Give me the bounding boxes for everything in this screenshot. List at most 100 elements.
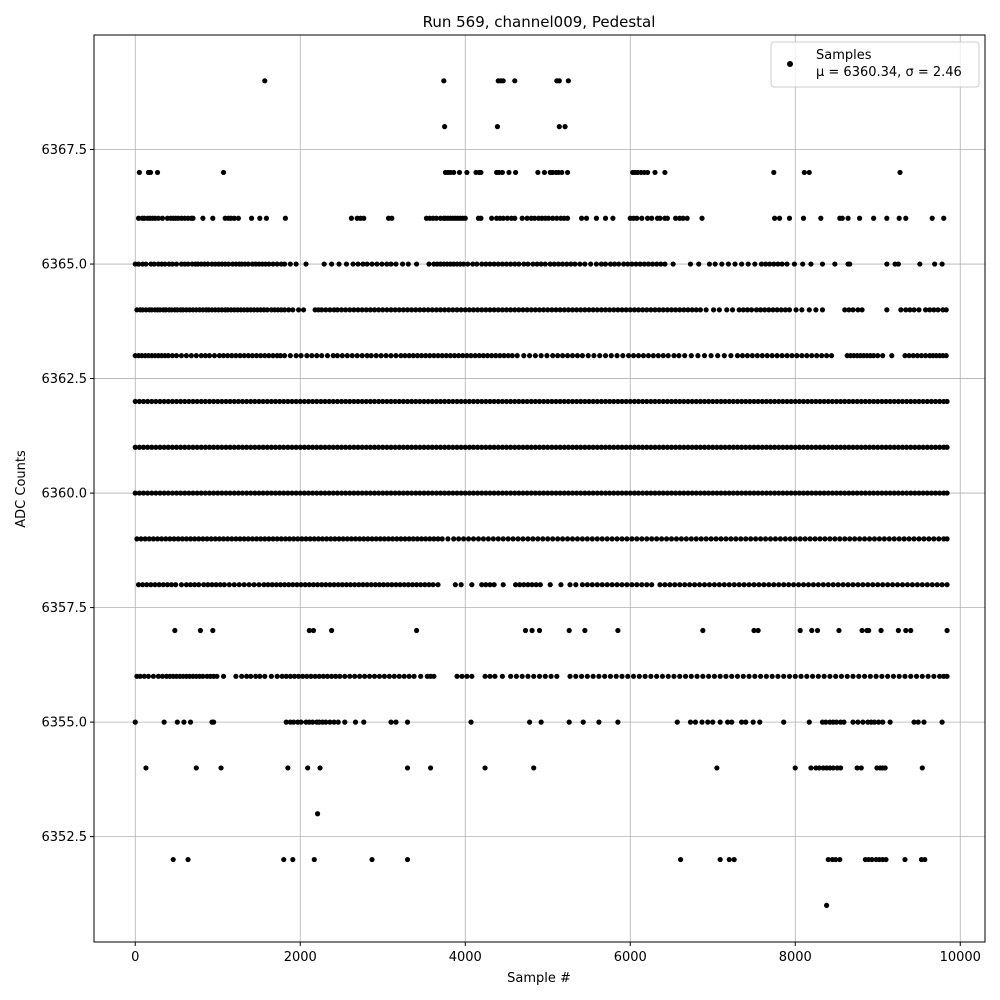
data-point (183, 536, 189, 542)
data-point (813, 444, 819, 450)
data-point (809, 398, 815, 405)
y-axis-label: ADC Counts (14, 450, 29, 528)
data-point (805, 582, 812, 588)
data-point (509, 353, 515, 359)
data-point (200, 536, 206, 542)
data-point (491, 490, 497, 496)
data-point (289, 444, 295, 450)
data-point (578, 307, 584, 313)
data-point (445, 536, 451, 542)
data-point (223, 490, 229, 496)
data-point (751, 627, 757, 634)
data-point (656, 398, 662, 405)
data-point (351, 490, 357, 496)
data-point (186, 490, 192, 496)
data-point (503, 307, 510, 313)
data-point (156, 582, 162, 588)
data-point (273, 582, 279, 588)
data-point (491, 307, 497, 313)
data-point (634, 215, 640, 221)
data-point (541, 169, 548, 176)
data-point (285, 765, 291, 771)
data-point (572, 261, 578, 267)
data-point (908, 444, 914, 450)
data-point (650, 353, 656, 359)
data-point (714, 490, 720, 496)
data-point (155, 215, 161, 221)
data-point (326, 398, 332, 405)
data-point (414, 353, 420, 359)
data-point (629, 582, 635, 588)
data-point (929, 215, 935, 221)
data-point (833, 856, 839, 863)
data-point (351, 307, 357, 313)
data-point (512, 215, 518, 221)
data-point (363, 307, 369, 313)
data-point (290, 307, 296, 313)
data-point (421, 490, 427, 496)
data-point (619, 398, 625, 405)
data-point (393, 353, 399, 359)
data-point (619, 536, 625, 542)
data-point (132, 444, 138, 450)
data-point (503, 444, 510, 450)
data-point (392, 444, 398, 450)
data-point (924, 490, 930, 496)
data-point (574, 536, 581, 542)
data-point (774, 353, 780, 359)
data-point (376, 673, 383, 679)
x-tick-label: 4000 (449, 950, 482, 965)
data-point (579, 582, 586, 588)
data-point (423, 536, 429, 542)
data-point (640, 444, 646, 450)
data-point (296, 307, 302, 313)
data-point (837, 856, 843, 863)
data-point (557, 490, 563, 496)
data-point (404, 307, 411, 313)
data-point (914, 353, 920, 359)
data-point (915, 719, 921, 725)
data-point (239, 673, 245, 679)
data-point (269, 582, 275, 588)
data-point (726, 490, 732, 496)
data-point (687, 719, 694, 725)
data-point (560, 261, 566, 267)
data-point (145, 398, 151, 405)
data-point (524, 215, 530, 221)
data-point (604, 536, 610, 542)
data-point (442, 444, 448, 450)
data-point (921, 536, 927, 542)
data-point (458, 398, 464, 405)
data-point (594, 582, 600, 588)
data-point (505, 353, 511, 359)
data-point (512, 582, 519, 588)
data-point (171, 536, 177, 542)
data-point (479, 490, 485, 496)
data-point (286, 582, 292, 588)
data-point (752, 261, 758, 267)
data-point (342, 719, 348, 725)
data-point (902, 673, 908, 679)
data-point (710, 444, 716, 450)
data-point (784, 444, 790, 450)
data-point (610, 215, 616, 221)
data-point (578, 673, 585, 679)
data-point (402, 536, 408, 542)
data-point (194, 490, 200, 496)
data-point (192, 582, 198, 588)
data-point (565, 398, 571, 405)
data-point (239, 444, 246, 450)
data-point (309, 353, 315, 359)
data-point (554, 215, 560, 221)
data-point (483, 398, 489, 405)
data-point (615, 490, 621, 496)
data-point (926, 536, 932, 542)
data-point (899, 398, 906, 405)
data-point (739, 353, 746, 359)
data-point (474, 261, 480, 267)
data-point (697, 444, 703, 450)
data-point (322, 398, 328, 405)
data-point (173, 490, 180, 496)
data-point (580, 719, 586, 725)
data-point (774, 307, 780, 313)
